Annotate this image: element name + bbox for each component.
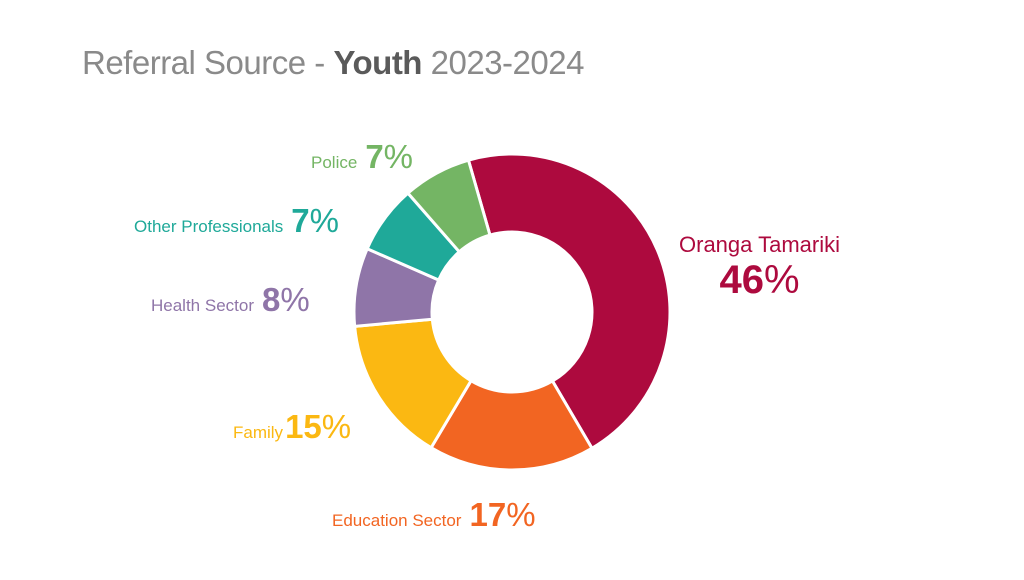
label-police: Police 7% — [311, 138, 413, 176]
segment-percent: 8% — [262, 281, 310, 318]
segment-percent: 7% — [365, 138, 414, 175]
donut-segment-education-sector — [429, 378, 595, 472]
label-oranga-tamariki: Oranga Tamariki 46% — [679, 232, 840, 303]
donut-segment-oranga-tamariki — [466, 152, 672, 451]
segment-percent: 7% — [291, 202, 339, 239]
segment-name: Oranga Tamariki — [679, 232, 840, 257]
label-health-sector: Health Sector 8% — [151, 281, 310, 319]
segment-name: Family — [233, 423, 284, 442]
donut-segment-police — [405, 158, 492, 254]
segment-percent: 15% — [285, 408, 352, 445]
segment-name: Other Professionals — [134, 217, 284, 236]
segment-percent: 46% — [719, 258, 800, 302]
label-education-sector: Education Sector 17% — [332, 496, 536, 534]
title-prefix: Referral Source - — [82, 44, 334, 81]
label-other-professionals: Other Professionals 7% — [134, 202, 339, 240]
segment-name: Education Sector — [332, 511, 462, 530]
title-suffix: 2023-2024 — [421, 44, 585, 81]
chart-title: Referral Source - Youth 2023-2024 — [82, 44, 584, 82]
segment-percent: 17% — [469, 496, 536, 533]
title-bold: Youth — [333, 44, 422, 81]
segment-name: Police — [311, 153, 358, 172]
label-family: Family 15% — [233, 408, 351, 446]
segment-name: Health Sector — [151, 296, 254, 315]
